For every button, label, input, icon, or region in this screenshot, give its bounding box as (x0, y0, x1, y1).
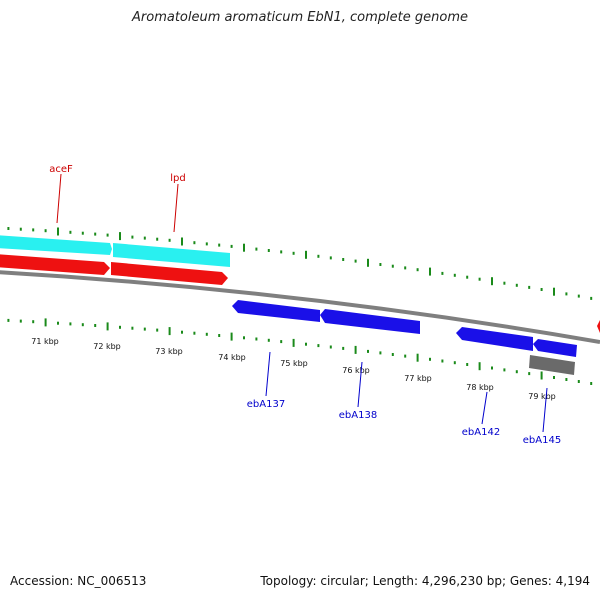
cyan-feature-track (0, 235, 230, 267)
kbp-label-77: 77 kbp (404, 374, 432, 383)
top-gene-labels: aceF lpd (49, 164, 186, 233)
kbp-label-75: 75 kbp (280, 359, 308, 368)
kbp-label-78: 78 kbp (466, 383, 494, 392)
kbp-label-71: 71 kbp (31, 337, 59, 346)
ebA138-leader (357, 361, 363, 408)
genome-summary-text: Topology: circular; Length: 4,296,230 bp… (260, 574, 590, 588)
kbp-label-72: 72 kbp (93, 342, 121, 351)
blue-feature-track (232, 300, 577, 375)
gene-label-aceF[interactable]: aceF (49, 164, 73, 175)
red-feature-3[interactable] (597, 320, 600, 333)
gene-label-ebA145[interactable]: ebA145 (523, 435, 561, 446)
blue-feature-ebA137[interactable] (232, 300, 320, 322)
ebA145-leader (542, 387, 548, 433)
lower-tick-ring (7, 318, 593, 385)
gene-label-ebA142[interactable]: ebA142 (462, 427, 500, 438)
upper-tick-ring (7, 227, 593, 300)
lpd-leader (173, 183, 179, 233)
kbp-labels: 71 kbp 72 kbp 73 kbp 74 kbp 75 kbp 76 kb… (31, 337, 556, 401)
aceF-leader (56, 173, 62, 224)
gene-label-ebA138[interactable]: ebA138 (339, 410, 377, 421)
kbp-label-74: 74 kbp (218, 353, 246, 362)
bottom-gene-labels: ebA137 ebA138 ebA142 ebA145 (247, 351, 561, 446)
cyan-feature-2[interactable] (113, 243, 230, 267)
red-feature-track (0, 254, 600, 333)
genome-backbone (0, 270, 600, 344)
gene-label-ebA137[interactable]: ebA137 (247, 399, 285, 410)
accession-text: Accession: NC_006513 (10, 574, 147, 588)
ebA142-leader (481, 391, 488, 425)
map-title: Aromatoleum aromaticum EbN1, complete ge… (132, 10, 468, 25)
blue-feature-ebA138[interactable] (320, 309, 420, 334)
kbp-label-79: 79 kbp (528, 392, 556, 401)
cyan-feature-1[interactable] (0, 235, 112, 255)
kbp-label-73: 73 kbp (155, 347, 183, 356)
blue-feature-ebA145[interactable] (533, 339, 577, 357)
ebA137-leader (265, 351, 271, 397)
blue-feature-ebA142[interactable] (456, 327, 533, 351)
red-feature-1[interactable] (0, 254, 110, 275)
gray-feature[interactable] (529, 355, 575, 375)
kbp-label-76: 76 kbp (342, 366, 370, 375)
gene-label-lpd[interactable]: lpd (170, 173, 185, 184)
red-feature-2[interactable] (111, 262, 228, 285)
